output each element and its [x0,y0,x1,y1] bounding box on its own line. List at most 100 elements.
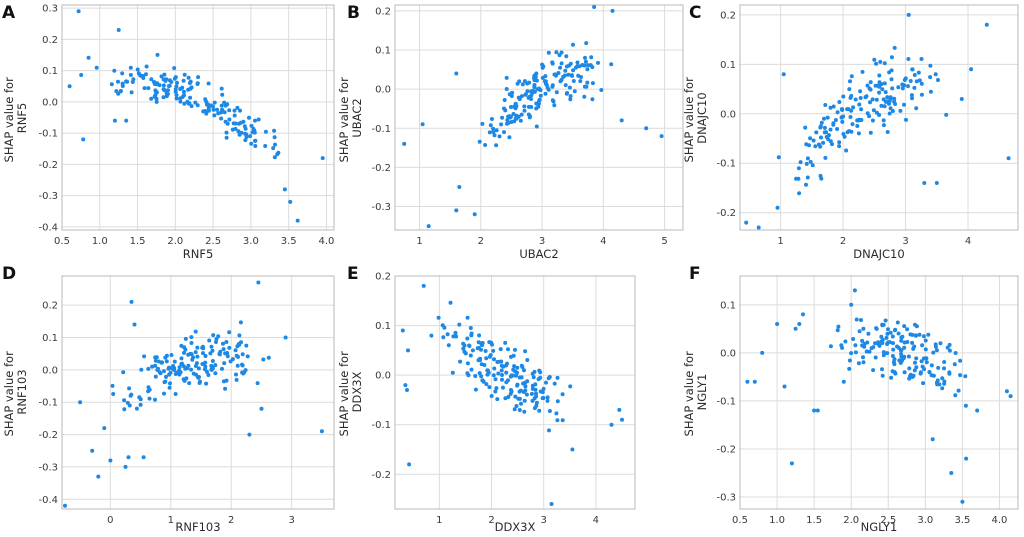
x-tick-label-c: 4 [965,236,971,247]
data-point-c [823,103,828,107]
data-point-c [872,57,877,62]
data-point-d [190,357,195,362]
data-point-b [426,224,431,229]
data-point-e [519,363,524,368]
data-point-e [470,348,475,353]
data-point-f [847,358,852,363]
data-point-c [877,73,882,78]
data-point-c [859,107,864,112]
data-point-c [850,122,855,127]
y-tick-label-f: -0.2 [716,444,736,455]
data-point-d [259,406,264,411]
data-point-f [1004,389,1009,394]
data-point-d [110,383,115,388]
data-point-f [801,312,805,317]
data-point-a [166,88,170,93]
data-point-e [499,368,504,373]
data-point-f [901,356,906,361]
data-point-f [912,368,917,373]
data-point-d [195,345,200,350]
data-point-e [531,375,536,380]
data-point-f [849,302,854,307]
data-point-a [288,199,293,204]
data-point-e [473,387,478,392]
data-point-a [186,75,191,80]
data-point-a [227,117,232,122]
data-point-a [149,96,154,101]
data-point-e [525,379,530,384]
data-point-d [239,340,243,345]
data-point-c [889,55,894,60]
data-point-b [550,83,555,88]
data-point-d [245,354,250,359]
data-point-b [532,83,537,87]
data-point-a [174,84,179,89]
data-point-c [881,123,886,128]
data-point-d [111,392,116,396]
data-point-a [253,144,258,148]
data-point-a [135,67,140,72]
data-point-a [129,90,134,95]
data-point-a [118,89,123,94]
data-point-f [902,345,907,350]
data-point-e [514,404,519,408]
data-point-c [868,100,872,105]
data-point-b [515,115,520,120]
data-point-d [168,381,172,386]
x-tick-label-a: 2.5 [205,236,221,247]
x-axis-label-b: UBAC2 [519,247,558,261]
data-point-f [854,317,859,322]
data-point-a [187,81,192,85]
data-point-d [108,458,113,463]
data-point-f [924,356,929,361]
data-point-c [898,108,903,113]
data-point-c [808,159,813,164]
data-point-e [463,351,468,356]
y-tick-label-d: -0.1 [38,398,58,409]
data-point-b [503,108,508,113]
data-point-b [543,81,548,86]
data-point-d [194,372,199,377]
data-point-c [879,82,884,87]
x-tick-label-a: 3.0 [243,236,259,247]
x-tick-label-f: 3.0 [917,515,933,526]
data-point-d [234,377,239,382]
data-point-a [81,137,86,142]
data-point-d [189,352,194,357]
data-point-a [205,102,210,106]
data-point-f [886,327,890,332]
data-point-b [582,84,587,89]
data-point-a [193,100,198,105]
data-point-d [235,363,240,368]
data-point-e [537,368,542,373]
data-point-f [917,332,922,337]
data-point-c [823,155,828,160]
data-point-d [126,455,131,460]
x-axis-label-c: DNAJC10 [853,247,904,261]
data-point-c [882,104,887,109]
data-point-d [201,351,205,356]
data-point-a [146,86,151,91]
data-point-a [253,138,258,143]
data-point-b [568,97,573,102]
x-axis-label-e: DDX3X [495,520,536,534]
data-point-b [538,93,543,98]
data-point-a [186,87,191,92]
data-point-f [953,393,958,398]
data-point-b [534,71,539,76]
data-point-d [122,407,127,412]
data-point-b [534,106,539,111]
data-point-f [899,338,904,343]
data-point-c [864,94,869,99]
data-point-b [564,91,569,96]
data-point-b [489,117,494,121]
data-point-d [153,358,158,363]
data-point-d [196,366,201,371]
data-point-f [930,437,935,442]
data-point-c [908,79,913,83]
data-point-e [509,373,514,378]
data-point-c [881,118,886,123]
data-point-d [127,403,132,408]
data-point-d [153,374,158,379]
data-point-d [156,366,160,371]
